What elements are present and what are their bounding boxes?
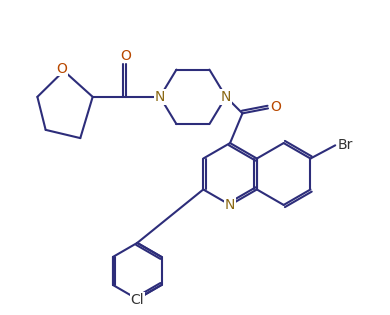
Text: N: N [225, 198, 235, 212]
Text: Cl: Cl [130, 293, 144, 307]
Text: O: O [56, 62, 67, 76]
Text: N: N [155, 90, 165, 104]
Text: O: O [270, 100, 281, 114]
Text: N: N [221, 90, 231, 104]
Text: O: O [120, 49, 131, 63]
Text: Br: Br [337, 138, 353, 152]
